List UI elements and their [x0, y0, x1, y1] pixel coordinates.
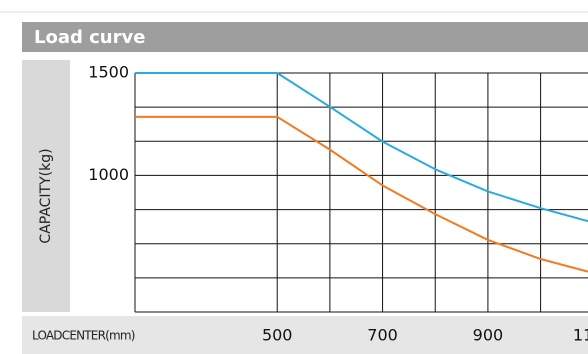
series-line [135, 115, 588, 273]
x-tick-label: 1100 [573, 326, 588, 345]
chart-title: Load curve [34, 27, 145, 48]
y-axis-label: CAPACITY(kg) [38, 148, 54, 243]
y-label-box [22, 60, 70, 312]
x-tick-label: 700 [367, 326, 398, 345]
y-tick-label: 1000 [88, 165, 129, 184]
x-axis-label: LOADCENTER(mm) [32, 329, 135, 343]
y-tick-label: 1500 [88, 63, 129, 82]
header-bar [22, 22, 588, 52]
x-tick-label: 500 [262, 326, 293, 345]
series-line [135, 72, 588, 223]
x-tick-label: 900 [473, 326, 504, 345]
x-label-bar [22, 316, 588, 354]
